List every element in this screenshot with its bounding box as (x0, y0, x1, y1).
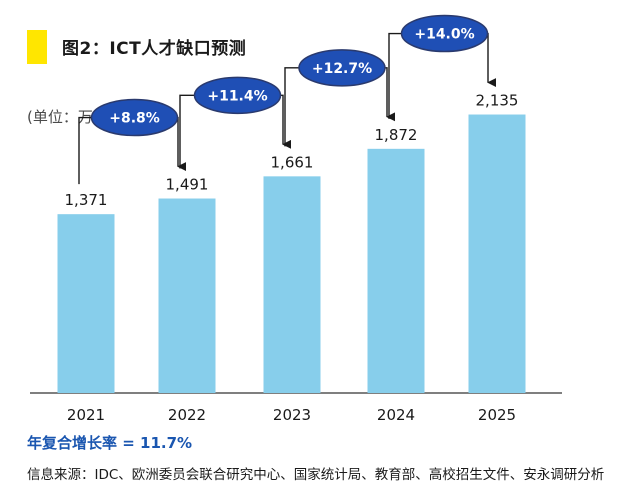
title-accent-bar (27, 30, 47, 64)
x-tick-2022: 2022 (168, 406, 206, 424)
value-label-2022: 1,491 (166, 176, 209, 194)
bar-2024 (367, 148, 425, 393)
growth-label-2: +11.4% (207, 88, 267, 104)
bar-2021 (57, 214, 115, 393)
figure-title: 图2：ICT人才缺口预测 (62, 39, 247, 59)
growth-label-3: +12.7% (312, 61, 372, 77)
value-label-2024: 1,872 (375, 126, 418, 144)
x-tick-2025: 2025 (478, 406, 516, 424)
source-note: 信息来源：IDC、欧洲委员会联合研究中心、国家统计局、教育部、高校招生文件、安永… (27, 467, 605, 483)
growth-bubble-1 (90, 98, 179, 137)
bar-2022 (158, 198, 216, 393)
bar-2023 (263, 176, 321, 393)
x-tick-2024: 2024 (377, 406, 415, 424)
cagr-label: 年复合增长率 = 11.7% (27, 434, 193, 452)
growth-bubble-2 (193, 76, 282, 115)
growth-label-1: +8.8% (109, 111, 160, 127)
growth-label-4: +14.0% (414, 27, 474, 43)
growth-bubble-3 (298, 49, 386, 87)
x-tick-2021: 2021 (67, 406, 105, 424)
bar-2025 (468, 114, 526, 394)
value-label-2021: 1,371 (65, 191, 108, 209)
value-label-2023: 1,661 (271, 153, 314, 171)
growth-bubble-4 (400, 14, 489, 53)
x-tick-2023: 2023 (273, 406, 311, 424)
value-label-2025: 2,135 (476, 92, 519, 110)
